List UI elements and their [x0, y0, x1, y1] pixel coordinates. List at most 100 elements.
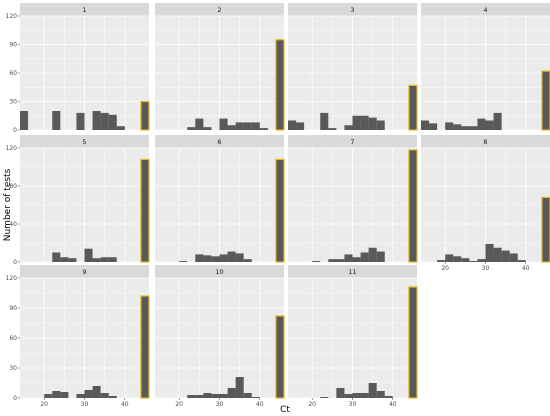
histogram-bar	[517, 260, 526, 262]
histogram-bar	[360, 115, 369, 130]
histogram-bar	[235, 122, 244, 130]
x-tick-label: 20	[308, 401, 316, 408]
histogram-bar	[469, 126, 478, 130]
histogram-bar	[84, 390, 93, 398]
x-tick-label: 40	[121, 401, 129, 408]
histogram-bar	[76, 394, 85, 398]
x-tick-label: 40	[389, 401, 397, 408]
facet-strip-label: 7	[350, 138, 354, 146]
histogram-bar	[76, 112, 85, 130]
facet-strip	[421, 135, 550, 148]
facet-strip-label: 1	[82, 6, 86, 14]
histogram-bar	[195, 118, 204, 130]
facet-strip	[20, 135, 149, 148]
y-tick-label: 80	[9, 183, 17, 190]
facet-strip	[421, 3, 550, 16]
histogram-bar	[320, 397, 329, 398]
histogram-bar	[235, 253, 244, 262]
highlighted-histogram-bar	[408, 286, 418, 399]
histogram-bar	[227, 125, 236, 130]
y-tick-label: 0	[13, 127, 17, 134]
highlighted-histogram-bar	[140, 158, 150, 263]
histogram-bar	[100, 112, 109, 130]
histogram-bar	[429, 123, 438, 130]
histogram-bar	[108, 257, 117, 262]
y-tick-label: 60	[9, 335, 17, 342]
histogram-bar	[320, 112, 329, 130]
histogram-bar	[203, 127, 212, 130]
histogram-bar	[100, 393, 109, 398]
facet-strip-label: 5	[82, 138, 86, 146]
histogram-bar	[368, 117, 377, 130]
x-tick-label: 20	[441, 265, 449, 272]
facet-strip-label: 3	[350, 6, 354, 14]
facet-panel-2: 2	[155, 3, 285, 131]
histogram-bar	[187, 395, 196, 398]
facet-strip-label: 8	[483, 138, 487, 146]
highlighted-histogram-bar	[140, 100, 150, 131]
y-tick-label: 0	[13, 395, 17, 402]
highlighted-histogram-bar	[140, 295, 150, 399]
histogram-bar	[243, 122, 252, 130]
facet-panel-11: 11 20 30 40	[288, 265, 418, 408]
histogram-bar	[344, 394, 353, 398]
histogram-bar	[437, 260, 446, 262]
histogram-bar	[211, 394, 220, 398]
histogram-bar	[336, 259, 345, 262]
histogram-bar	[477, 118, 486, 130]
x-tick-label: 30	[81, 401, 89, 408]
highlighted-histogram-bar	[408, 149, 418, 263]
facet-strip	[20, 3, 149, 16]
x-axis-title: Ct	[280, 405, 290, 415]
histogram-bar	[360, 252, 369, 262]
histogram-bar	[376, 251, 385, 262]
histogram-bar	[235, 377, 244, 398]
histogram-bar	[485, 243, 494, 262]
histogram-bar	[453, 124, 462, 130]
facet-panel-10: 10 20 30 40	[155, 265, 285, 408]
histogram-bar	[344, 254, 353, 262]
facet-strip	[288, 265, 417, 278]
histogram-bar	[259, 128, 268, 130]
histogram-bar	[251, 397, 260, 398]
x-tick-label: 40	[522, 265, 530, 272]
highlighted-histogram-bar	[541, 70, 550, 131]
histogram-bar	[328, 259, 337, 262]
y-tick-label: 90	[9, 305, 17, 312]
facet-panel-7: 7	[288, 135, 418, 263]
facet-strip	[155, 3, 284, 16]
histogram-bar	[92, 258, 101, 262]
facet-strip-label: 2	[217, 6, 221, 14]
histogram-bar	[92, 111, 101, 130]
histogram-bar	[368, 247, 377, 262]
facet-panel-1: 1 0 30 60 90 120	[6, 3, 150, 134]
facet-strip-label: 11	[348, 268, 356, 276]
histogram-bar	[68, 258, 77, 262]
facet-strip-label: 10	[215, 268, 223, 276]
histogram-bar	[84, 248, 93, 262]
x-tick-label: 40	[256, 401, 264, 408]
highlighted-histogram-bar	[275, 39, 285, 131]
histogram-bar	[52, 111, 61, 130]
histogram-bar	[195, 395, 204, 398]
facet-strip-label: 4	[483, 6, 487, 14]
histogram-bar	[116, 126, 125, 130]
histogram-bar	[251, 122, 260, 130]
histogram-bar	[352, 257, 361, 262]
facet-panel-5: 5 0 40 80 120	[6, 135, 150, 266]
histogram-bar	[336, 388, 345, 398]
facet-strip-label: 9	[82, 268, 86, 276]
histogram-bar	[44, 394, 53, 398]
y-tick-label: 120	[6, 13, 18, 20]
highlighted-histogram-bar	[408, 84, 418, 131]
histogram-bar	[92, 386, 101, 398]
histogram-bar	[296, 122, 305, 130]
histogram-bar	[187, 127, 196, 130]
histogram-bar	[20, 111, 29, 130]
histogram-bar	[108, 114, 117, 130]
histogram-bar	[360, 393, 369, 398]
x-tick-label: 20	[175, 401, 183, 408]
histogram-bar	[211, 256, 220, 262]
